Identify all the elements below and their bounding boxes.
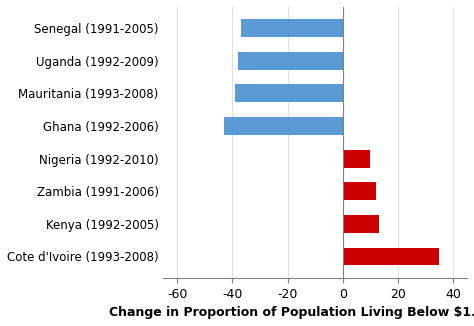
X-axis label: Change in Proportion of Population Living Below $1.25 (%): Change in Proportion of Population Livin… [109,306,474,319]
Bar [235,84,343,102]
Bar [343,150,371,168]
Bar [224,117,343,135]
Bar [238,52,343,70]
Bar [343,215,379,233]
Bar [343,247,439,265]
Bar [241,19,343,37]
Bar [343,182,376,200]
